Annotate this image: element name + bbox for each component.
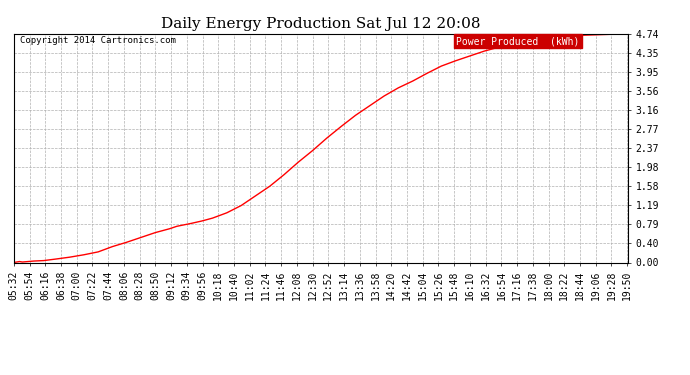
Title: Daily Energy Production Sat Jul 12 20:08: Daily Energy Production Sat Jul 12 20:08: [161, 17, 481, 31]
Text: Copyright 2014 Cartronics.com: Copyright 2014 Cartronics.com: [20, 36, 176, 45]
Text: Power Produced  (kWh): Power Produced (kWh): [456, 36, 580, 46]
